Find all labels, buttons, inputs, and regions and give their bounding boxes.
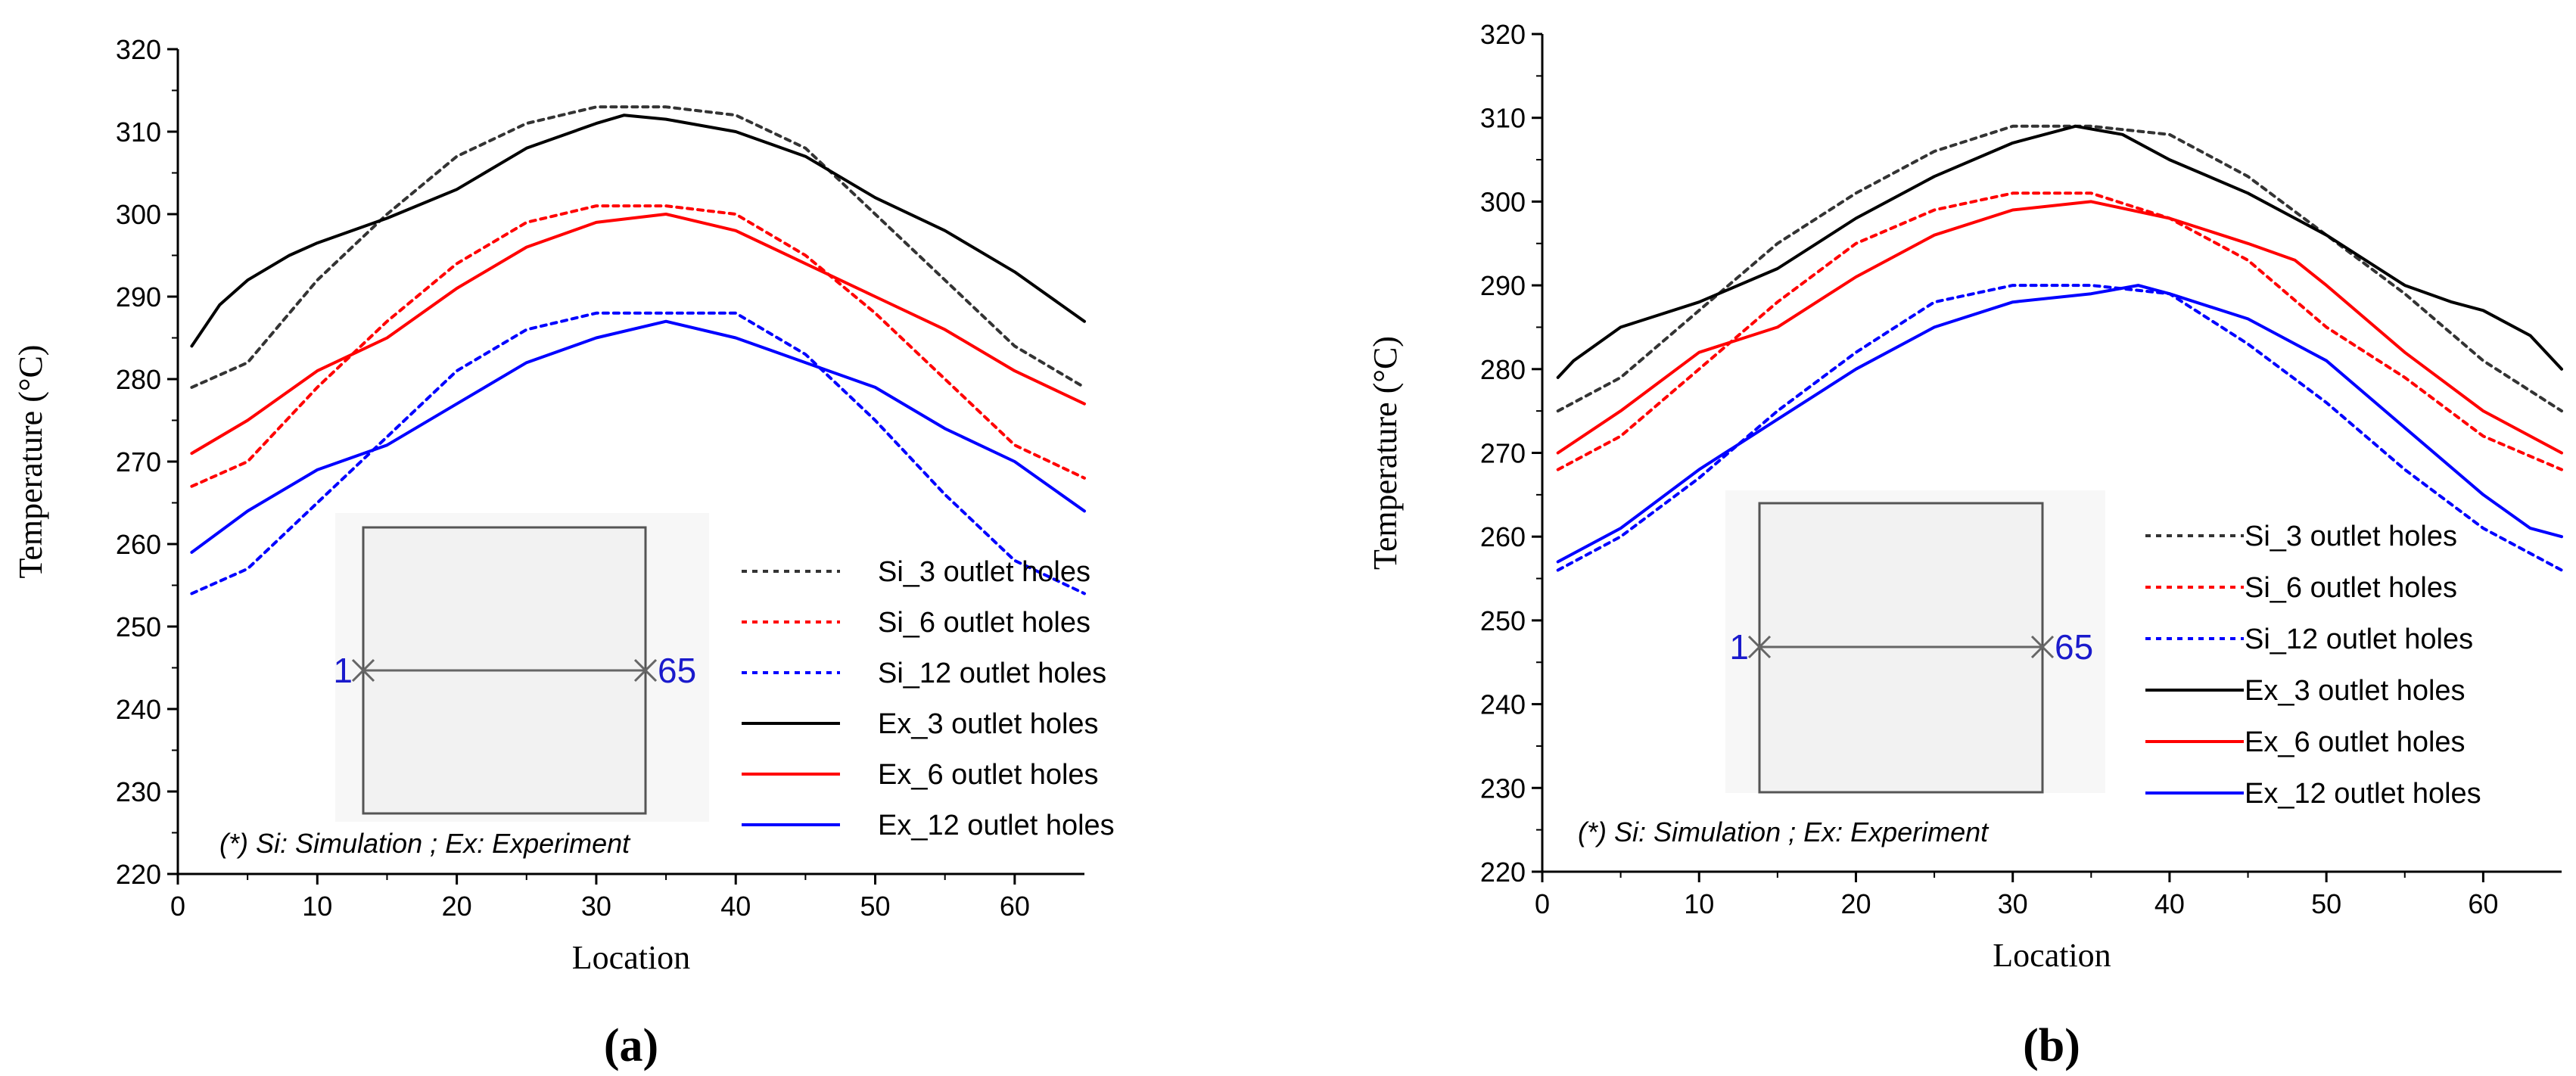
x-axis-title: Location <box>572 939 690 976</box>
legend-label: Si_3 outlet holes <box>2245 521 2457 552</box>
y-tick-label: 250 <box>1480 605 1526 636</box>
inset-end-marker <box>633 658 658 683</box>
x-tick-label: 40 <box>2154 888 2185 919</box>
series-line-si-3-outlet-holes <box>1556 124 2563 413</box>
y-tick-label: 260 <box>116 529 161 560</box>
x-tick-label: 50 <box>860 891 891 922</box>
series-line-si-12-outlet-holes <box>1556 284 2563 572</box>
y-axis-title: Temperature (°C) <box>1367 336 1404 570</box>
x-tick-label: 20 <box>1840 888 1871 919</box>
inset-start-label: 1 <box>333 651 353 690</box>
inset-end-label: 65 <box>2055 627 2093 667</box>
inset-start-marker <box>351 658 375 683</box>
series-line-si-6-outlet-holes <box>190 204 1086 488</box>
x-tick-label: 0 <box>1535 888 1550 919</box>
x-tick-label: 10 <box>302 891 332 922</box>
y-tick-label: 280 <box>116 364 161 395</box>
footnote: (*) Si: Simulation ; Ex: Experiment <box>219 828 631 859</box>
series-line-ex-3-outlet-holes <box>190 114 1086 348</box>
inset-start-label: 1 <box>1729 627 1749 667</box>
legend-label: Si_6 outlet holes <box>2245 572 2457 604</box>
x-tick-label: 30 <box>1998 888 2028 919</box>
y-tick-label: 270 <box>116 446 161 477</box>
series-line-ex-6-outlet-holes <box>1556 200 2563 455</box>
y-tick-label: 320 <box>116 34 161 65</box>
legend-label: Si_12 outlet holes <box>2245 624 2473 655</box>
y-tick-label: 250 <box>116 611 161 642</box>
y-tick-label: 220 <box>1480 857 1526 888</box>
legend-label: Ex_3 outlet holes <box>878 708 1099 740</box>
y-tick-label: 320 <box>1480 19 1526 50</box>
y-tick-label: 230 <box>1480 773 1526 804</box>
y-tick-label: 300 <box>1480 186 1526 217</box>
legend-label: Ex_12 outlet holes <box>878 810 1115 841</box>
y-tick-label: 240 <box>1480 689 1526 720</box>
series-line-si-6-outlet-holes <box>1556 191 2563 471</box>
y-axis-title: Temperature (°C) <box>12 345 49 579</box>
x-axis-title: Location <box>1993 937 2111 974</box>
y-tick-label: 270 <box>1480 438 1526 469</box>
y-tick-label: 310 <box>1480 103 1526 134</box>
series-line-ex-12-outlet-holes <box>190 319 1086 554</box>
x-tick-label: 40 <box>720 891 751 922</box>
y-tick-label: 280 <box>1480 354 1526 385</box>
y-tick-label: 310 <box>116 117 161 148</box>
y-tick-label: 240 <box>116 694 161 725</box>
y-tick-label: 300 <box>116 199 161 230</box>
series-line-si-3-outlet-holes <box>190 105 1086 389</box>
y-tick-label: 290 <box>1480 270 1526 301</box>
series-line-ex-12-outlet-holes <box>1556 284 2563 564</box>
x-tick-label: 20 <box>442 891 472 922</box>
y-tick-label: 260 <box>1480 521 1526 552</box>
x-tick-label: 30 <box>581 891 611 922</box>
series-line-ex-3-outlet-holes <box>1556 124 2563 379</box>
x-tick-label: 60 <box>2468 888 2498 919</box>
legend-label: Si_6 outlet holes <box>878 607 1090 639</box>
chart-panel-a: 220 230 240 250 260 270 280 290 300 310 320 0 10 20 30… <box>12 34 1115 1071</box>
x-tick-label: 60 <box>1000 891 1030 922</box>
legend-label: Ex_6 outlet holes <box>878 759 1099 791</box>
legend-label: Si_12 outlet holes <box>878 658 1106 689</box>
series-line-si-12-outlet-holes <box>190 311 1086 596</box>
inset-end-marker <box>2030 635 2055 659</box>
legend-label: Ex_3 outlet holes <box>2245 675 2466 707</box>
x-tick-label: 10 <box>1684 888 1714 919</box>
x-tick-label: 0 <box>170 891 185 922</box>
panel-label: (a) <box>604 1020 658 1071</box>
chart-panel-b: 220 230 240 250 260 270 280 290 300 310 320 0 10 20 30… <box>1367 19 2563 1071</box>
inset-start-marker <box>1747 635 1772 659</box>
y-tick-label: 290 <box>116 281 161 313</box>
inset-end-label: 65 <box>658 651 696 690</box>
panel-label: (b) <box>2023 1020 2080 1071</box>
legend-label: Ex_6 outlet holes <box>2245 726 2466 758</box>
y-tick-label: 220 <box>116 859 161 890</box>
x-tick-label: 50 <box>2311 888 2341 919</box>
y-tick-label: 230 <box>116 776 161 807</box>
footnote: (*) Si: Simulation ; Ex: Experiment <box>1578 816 1990 847</box>
series-line-ex-6-outlet-holes <box>190 213 1086 456</box>
legend-label: Si_3 outlet holes <box>878 556 1090 588</box>
legend-label: Ex_12 outlet holes <box>2245 778 2481 810</box>
